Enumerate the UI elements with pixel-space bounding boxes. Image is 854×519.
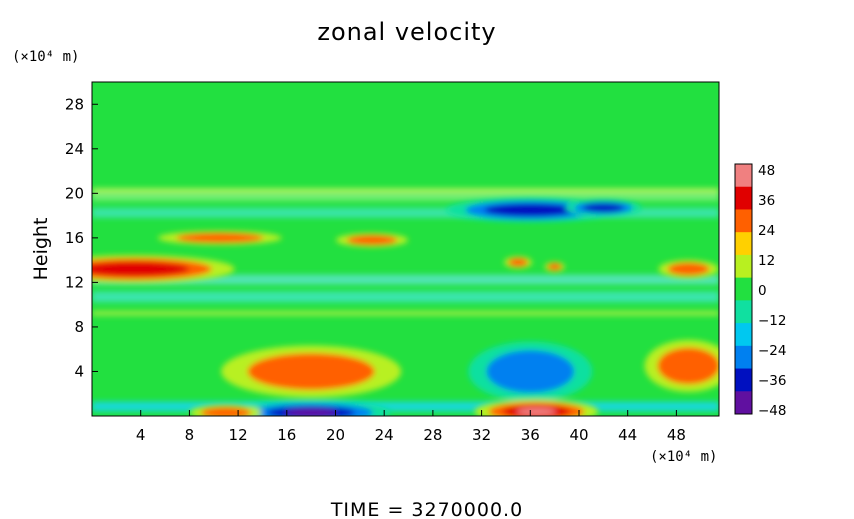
colorbar <box>734 163 753 415</box>
field-feature <box>357 237 387 243</box>
field-feature <box>102 264 167 274</box>
colorbar-frame <box>734 163 753 415</box>
x-tick-labels: 4 8 12 16 20 24 28 32 36 40 44 48 <box>136 426 686 444</box>
colorbar-swatch <box>735 345 752 370</box>
colorbar-tick-label: −12 <box>758 313 787 329</box>
x-tick-label: 20 <box>326 426 345 444</box>
colorbar-swatch <box>735 391 752 415</box>
field-feature <box>516 407 557 416</box>
x-tick-label: 4 <box>136 426 146 444</box>
colorbar-swatch <box>735 368 752 392</box>
colorbar-tick-label: 24 <box>758 223 775 239</box>
colorbar-tick-label: 36 <box>758 193 775 209</box>
field-feature <box>670 355 707 377</box>
y-tick-label: 16 <box>65 229 84 247</box>
colorbar-swatch <box>735 323 752 347</box>
colorbar-tick-label: 48 <box>758 163 775 179</box>
colorbar-swatch <box>735 164 752 188</box>
field-background <box>92 82 719 416</box>
y-axis-label: Height <box>30 218 52 281</box>
x-axis-unit: (×10⁴ m) <box>650 449 717 465</box>
texture-band <box>92 207 719 218</box>
colorbar-swatch <box>735 232 752 256</box>
x-tick-label: 36 <box>521 426 540 444</box>
plot-frame <box>91 81 720 417</box>
texture-band <box>92 401 719 412</box>
texture-band <box>92 291 719 303</box>
x-tick-label: 12 <box>229 426 248 444</box>
x-tick-label: 16 <box>277 426 296 444</box>
x-tick-label: 40 <box>569 426 588 444</box>
plot-area <box>91 81 720 417</box>
colorbar-tick-label: −24 <box>758 343 787 359</box>
x-tick-label: 8 <box>185 426 195 444</box>
colorbar-tick-label: 12 <box>758 253 775 269</box>
colorbar-tick-label: 0 <box>758 283 767 299</box>
y-axis-unit: (×10⁴ m) <box>12 49 79 65</box>
colorbar-swatch <box>735 186 752 210</box>
field-feature <box>285 408 337 416</box>
texture-band <box>92 188 719 193</box>
y-tick-label: 12 <box>65 273 84 291</box>
x-tick-label: 48 <box>667 426 686 444</box>
y-tick-labels: 4 8 12 16 20 24 28 <box>65 95 84 380</box>
field-feature <box>504 359 556 384</box>
y-tick-label: 8 <box>74 318 84 336</box>
field-feature <box>591 205 616 211</box>
y-tick-label: 20 <box>65 184 84 202</box>
colorbar-swatch <box>735 300 752 324</box>
x-tick-label: 28 <box>423 426 442 444</box>
texture-band <box>92 310 719 316</box>
colorbar-tick-label: −36 <box>758 373 787 389</box>
field-feature <box>503 206 558 214</box>
field-feature <box>211 409 241 416</box>
field-feature <box>512 259 524 265</box>
field-feature <box>274 360 349 383</box>
field-feature <box>194 234 246 241</box>
field-feature <box>676 265 701 273</box>
y-tick-label: 28 <box>65 95 84 113</box>
chart-title: zonal velocity <box>317 18 496 46</box>
colorbar-tick-labels: 48 36 24 12 0 −12 −24 −36 −48 <box>758 163 787 419</box>
colorbar-swatch <box>735 209 752 233</box>
y-tick-label: 4 <box>74 362 84 380</box>
x-tick-label: 32 <box>472 426 491 444</box>
x-tick-label: 44 <box>618 426 637 444</box>
colorbar-swatch <box>735 277 752 301</box>
texture-band <box>92 274 719 285</box>
colorbar-tick-label: −48 <box>758 403 787 419</box>
y-tick-label: 24 <box>65 140 84 158</box>
colorbar-swatch <box>735 254 752 279</box>
texture-band <box>92 192 719 202</box>
field-feature <box>550 264 559 269</box>
x-tick-label: 24 <box>375 426 394 444</box>
time-footer: TIME = 3270000.0 <box>330 499 523 519</box>
